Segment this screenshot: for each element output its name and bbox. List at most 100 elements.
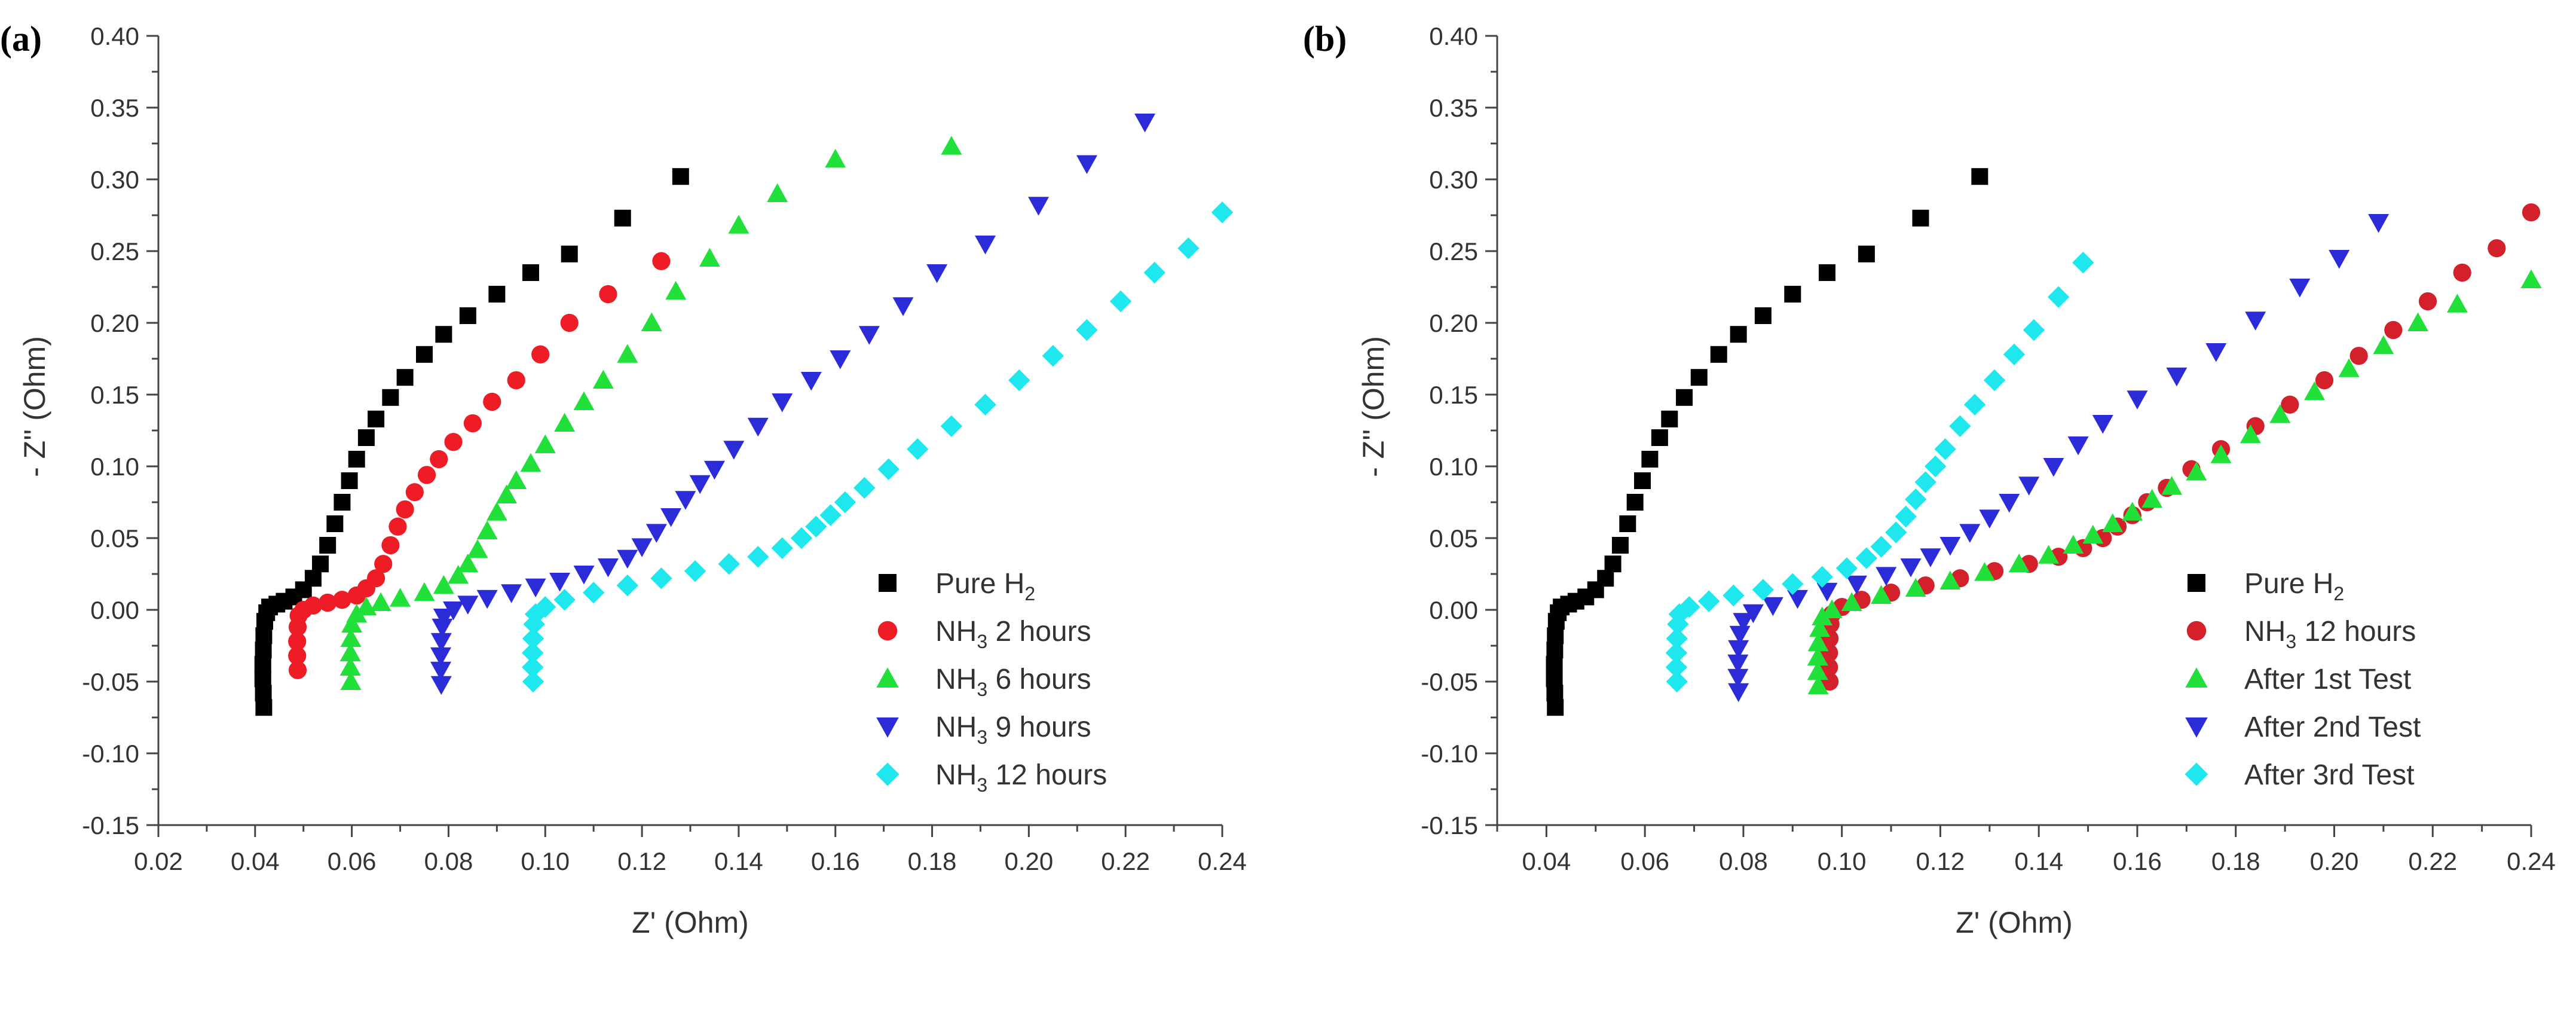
- data-point: [926, 264, 948, 283]
- x-tick-label: 0.08: [424, 847, 473, 875]
- data-point: [652, 252, 671, 270]
- data-point: [703, 460, 725, 480]
- legend-marker: [877, 621, 898, 641]
- data-point: [430, 661, 452, 681]
- data-point: [1678, 596, 1700, 618]
- data-point: [254, 670, 271, 688]
- data-point: [771, 537, 793, 559]
- legend-marker: [2185, 762, 2208, 786]
- data-point: [2407, 312, 2429, 331]
- data-point: [1634, 472, 1651, 489]
- data-point: [573, 391, 595, 410]
- data-point: [975, 236, 996, 255]
- data-point: [288, 632, 307, 651]
- x-tick-label: 0.10: [1818, 847, 1867, 875]
- data-point: [435, 326, 452, 343]
- series-4: [1665, 252, 2094, 693]
- data-point: [2186, 462, 2207, 481]
- data-point: [614, 209, 631, 227]
- y-tick-label: 0.30: [1429, 166, 1478, 194]
- data-point: [254, 656, 271, 673]
- data-point: [2304, 381, 2326, 401]
- data-point: [1782, 573, 1804, 595]
- data-point: [1546, 642, 1564, 659]
- data-point: [1809, 618, 1831, 637]
- y-tick-label: 0.35: [1429, 94, 1478, 122]
- data-point: [304, 570, 322, 587]
- data-point: [381, 536, 400, 555]
- data-point: [1807, 661, 1828, 680]
- legend-label: NH3 9 hours: [935, 711, 1091, 748]
- data-point: [1912, 209, 1929, 227]
- y-axis-label: - Z'' (Ohm): [1357, 336, 1390, 477]
- data-point: [834, 491, 856, 514]
- data-point: [1076, 319, 1098, 341]
- panel-a: (a) -0.15 -0.10 -0.05 0.00 0.05 0.10 0.15 0.20 0.…: [0, 19, 1247, 939]
- data-point: [1742, 604, 1764, 624]
- data-point: [2082, 524, 2104, 544]
- data-point: [830, 350, 851, 369]
- x-axis-label: Z' (Ohm): [632, 906, 749, 939]
- data-point: [459, 307, 476, 324]
- data-point: [339, 642, 361, 661]
- data-point: [2289, 279, 2311, 298]
- data-point: [524, 603, 547, 625]
- data-point: [463, 414, 482, 433]
- data-point: [2102, 513, 2124, 532]
- data-point: [339, 656, 361, 676]
- data-point: [374, 555, 393, 573]
- data-point: [1177, 237, 1200, 259]
- y-tick-label: -0.10: [1421, 740, 1478, 768]
- data-point: [805, 515, 827, 538]
- y-tick-label: -0.15: [82, 811, 139, 839]
- data-point: [1818, 264, 1835, 281]
- data-point: [728, 215, 749, 234]
- data-point: [2446, 294, 2468, 313]
- data-point: [1762, 597, 1783, 616]
- data-point: [2008, 553, 2030, 573]
- data-point: [457, 595, 479, 615]
- data-point: [940, 415, 963, 437]
- legend-label: NH3 12 hours: [2244, 616, 2416, 652]
- data-point: [507, 371, 525, 390]
- data-point: [1730, 326, 1747, 343]
- data-point: [1042, 345, 1064, 367]
- data-point: [1008, 369, 1030, 392]
- data-point: [1619, 515, 1636, 532]
- data-point: [2047, 286, 2070, 308]
- data-point: [523, 613, 545, 636]
- y-tick-label: 0.15: [90, 381, 139, 409]
- data-point: [2329, 250, 2350, 269]
- y-tick-label: -0.05: [82, 668, 139, 696]
- y-tick-label: 0.00: [90, 596, 139, 624]
- data-point: [718, 553, 740, 575]
- series-1: [1820, 203, 2541, 691]
- data-point: [892, 297, 914, 316]
- data-point: [631, 538, 653, 557]
- data-point: [430, 676, 452, 695]
- data-point: [534, 596, 556, 618]
- data-point: [1846, 575, 1867, 595]
- x-tick-label: 0.10: [521, 847, 570, 875]
- data-point: [340, 671, 362, 690]
- data-point: [1979, 509, 2000, 529]
- legend-label: Pure H2: [2244, 568, 2344, 604]
- x-tick-label: 0.18: [908, 847, 957, 875]
- series-0: [254, 168, 689, 716]
- x-axis-label: Z' (Ohm): [1956, 906, 2073, 939]
- data-point: [1807, 632, 1829, 652]
- data-point: [819, 504, 842, 526]
- legend-marker: [2185, 717, 2208, 738]
- data-point: [304, 596, 323, 615]
- data-point: [432, 618, 453, 638]
- data-point: [1939, 570, 1961, 590]
- y-tick-label: 0.25: [90, 237, 139, 265]
- data-point: [1855, 547, 1878, 569]
- y-tick-label: 0.05: [90, 524, 139, 552]
- data-point: [483, 392, 501, 411]
- data-point: [534, 434, 556, 453]
- data-point: [2067, 436, 2089, 456]
- data-point: [617, 549, 638, 569]
- data-point: [2003, 343, 2026, 365]
